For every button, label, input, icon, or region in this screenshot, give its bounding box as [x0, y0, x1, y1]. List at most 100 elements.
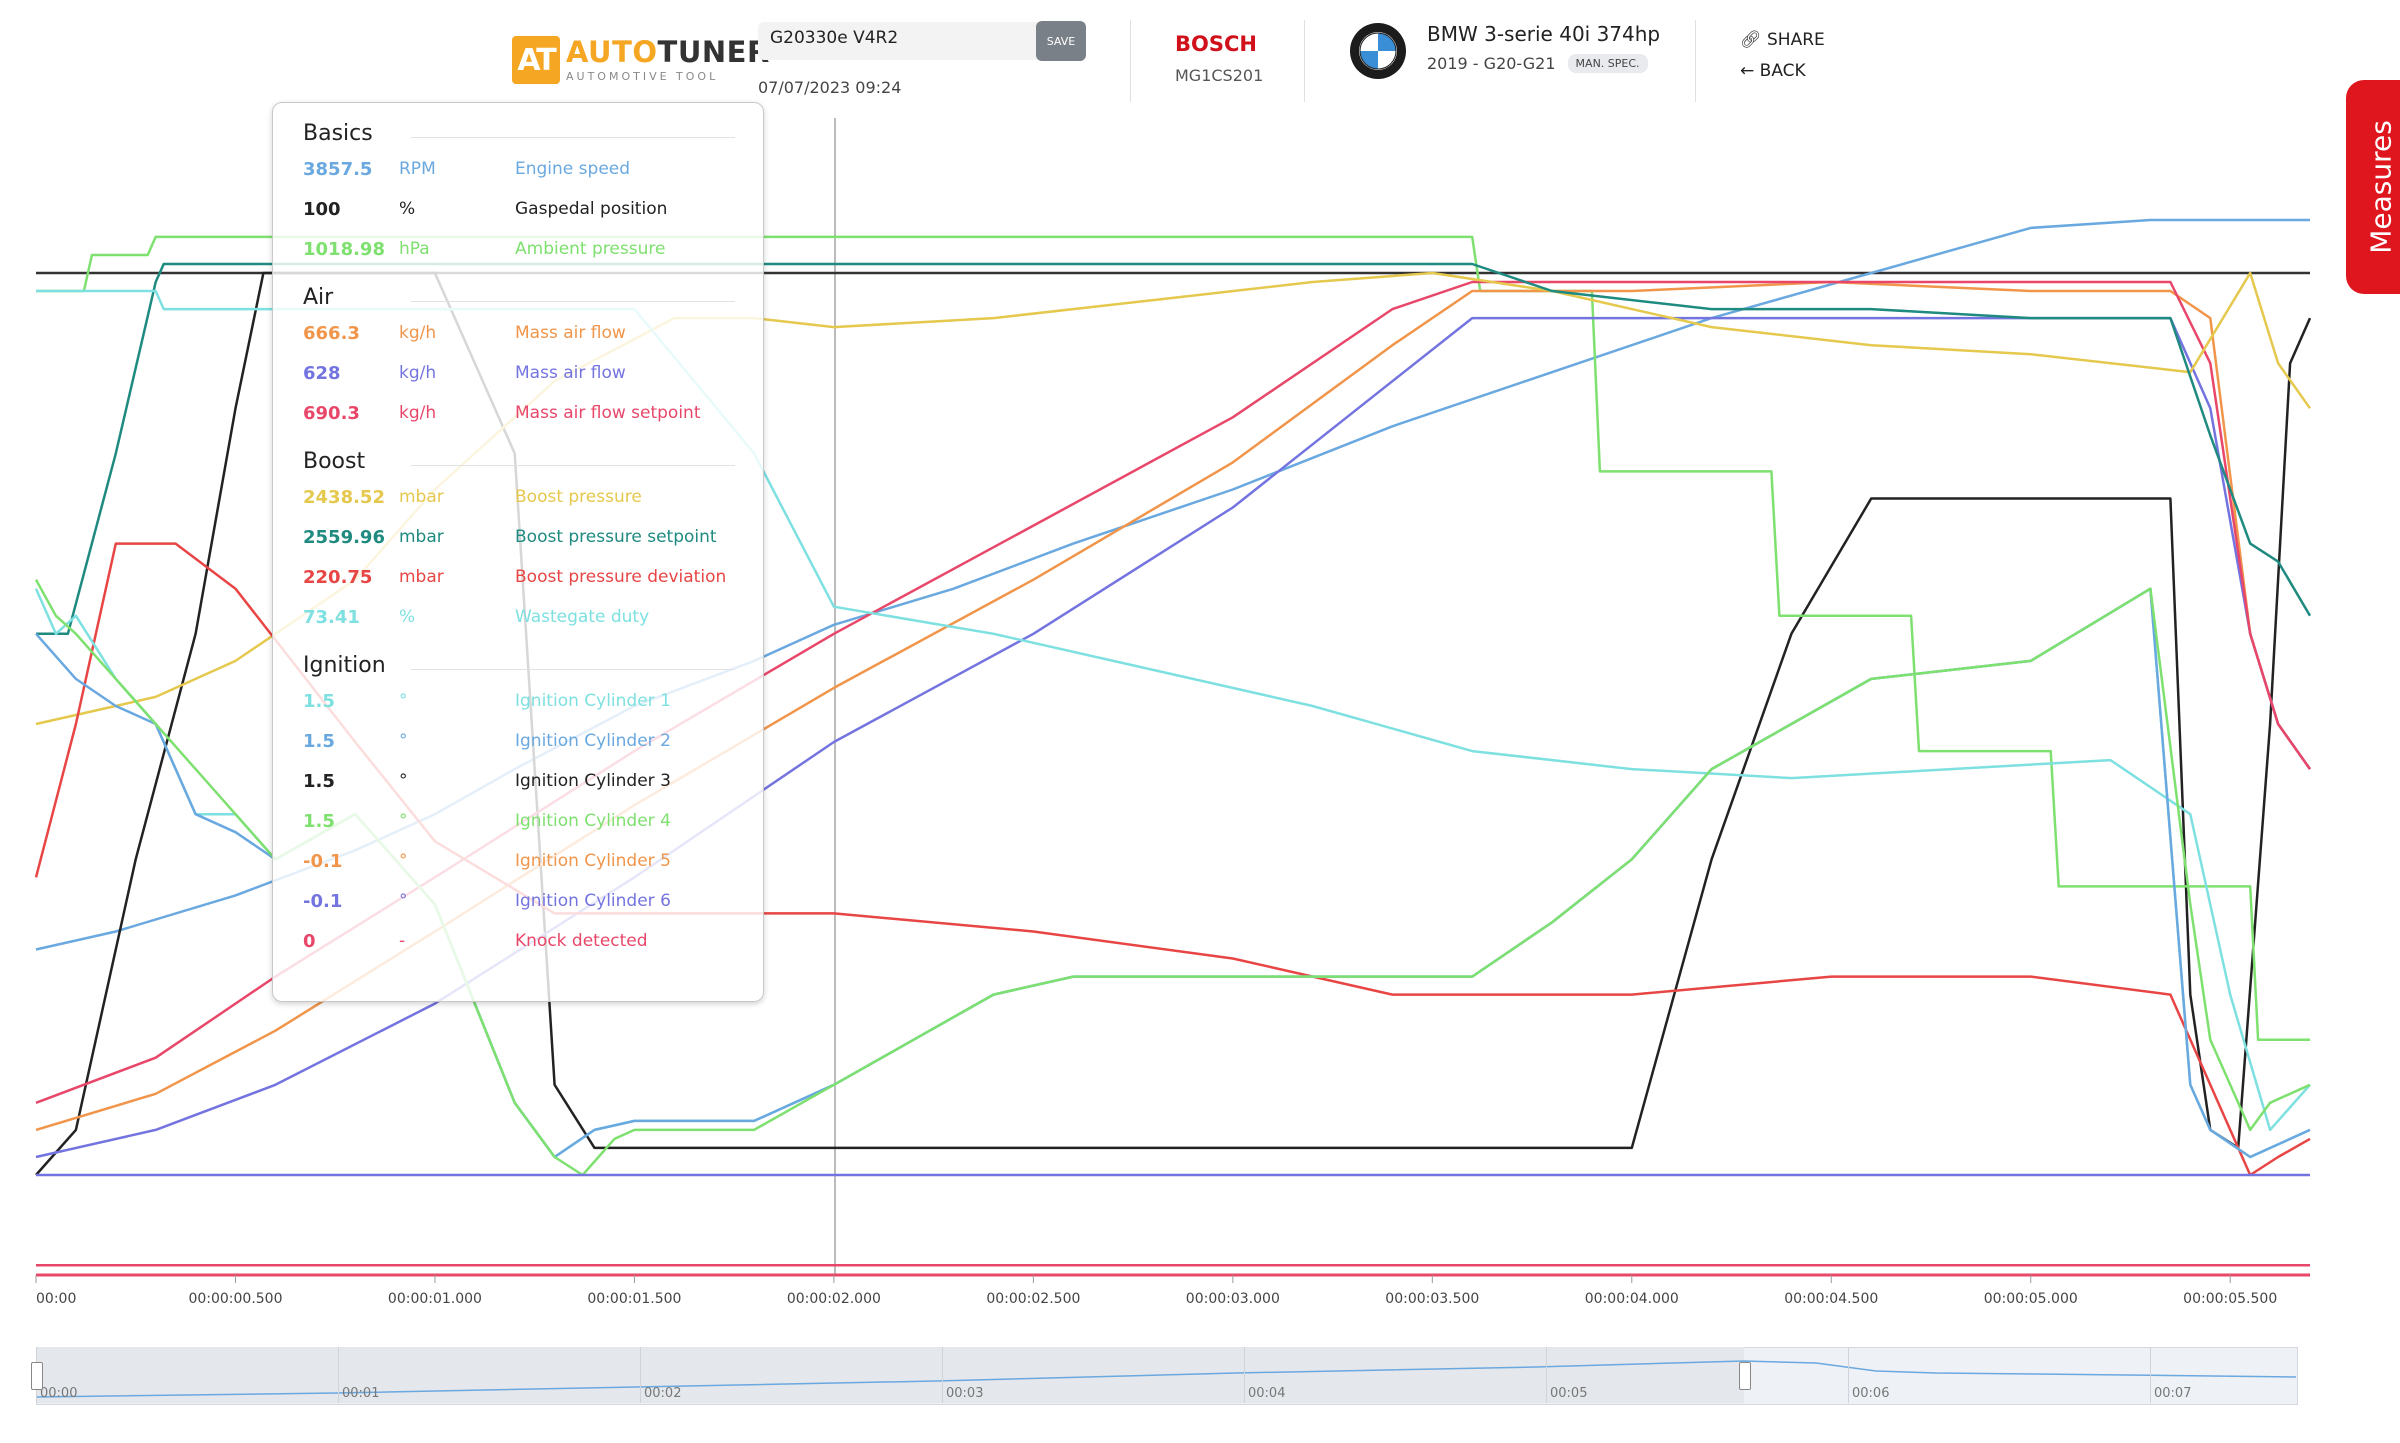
share-label: SHARE	[1767, 30, 1825, 50]
legend-group-title: Basics	[303, 121, 373, 146]
legend-value: 73.41	[303, 607, 360, 628]
legend-value: 1.5	[303, 691, 335, 712]
timeline-tick-label: 00:00	[40, 1386, 78, 1401]
legend-row[interactable]: 1018.98 hPa Ambient pressure	[303, 239, 743, 269]
save-button[interactable]: SAVE	[1036, 21, 1086, 61]
legend-unit: %	[399, 199, 416, 219]
legend-row[interactable]: -0.1 ° Ignition Cylinder 5	[303, 851, 743, 881]
legend-row[interactable]: 220.75 mbar Boost pressure deviation	[303, 567, 743, 597]
file-name-input[interactable]	[758, 22, 1084, 60]
legend-row[interactable]: 690.3 kg/h Mass air flow setpoint	[303, 403, 743, 433]
legend-value: 1.5	[303, 811, 335, 832]
timeline-tick	[1546, 1347, 1547, 1403]
timeline-trace	[36, 1360, 2296, 1398]
legend-unit: °	[399, 771, 408, 791]
legend-row[interactable]: 2438.52 mbar Boost pressure	[303, 487, 743, 517]
legend-name: Ignition Cylinder 2	[515, 731, 671, 751]
file-name-value[interactable]: G20330e V4R2	[770, 28, 899, 48]
x-axis-tick-label: 00:00:03.500	[1385, 1291, 1479, 1307]
timeline-tick-label: 00:04	[1248, 1386, 1286, 1401]
legend-name: Ignition Cylinder 6	[515, 891, 671, 911]
legend-name: Boost pressure	[515, 487, 642, 507]
legend-row[interactable]: 2559.96 mbar Boost pressure setpoint	[303, 527, 743, 557]
legend-unit: kg/h	[399, 363, 437, 383]
logo-brand: AUTOTUNER	[566, 35, 770, 69]
timeline-tick-label: 00:05	[1550, 1386, 1588, 1401]
timeline-tick	[1848, 1347, 1849, 1403]
legend-unit: °	[399, 851, 408, 871]
legend-value: 3857.5	[303, 159, 373, 180]
x-axis-tick-label: 00:00:01.500	[587, 1291, 681, 1307]
autotuner-logo[interactable]: AT AUTOTUNER AUTOMOTIVE TOOL	[512, 36, 770, 84]
legend-row[interactable]: -0.1 ° Ignition Cylinder 6	[303, 891, 743, 921]
x-axis-tick-label: 00:00:00.500	[188, 1291, 282, 1307]
measures-tab[interactable]: Measures	[2346, 80, 2400, 294]
link-icon: 🔗︎	[1740, 30, 1762, 50]
timeline-tick	[338, 1347, 339, 1403]
legend-name: Engine speed	[515, 159, 631, 179]
legend-unit: °	[399, 731, 408, 751]
timeline-start-handle[interactable]	[31, 1362, 43, 1390]
legend-name: Wastegate duty	[515, 607, 650, 627]
legend-unit: mbar	[399, 487, 444, 507]
legend-unit: °	[399, 691, 408, 711]
legend-name: Mass air flow setpoint	[515, 403, 701, 423]
x-axis-tick-label: 00:00:02.500	[986, 1291, 1080, 1307]
legend-group-title: Air	[303, 285, 334, 310]
vehicle-subtitle: 2019 - G20-G21 MAN. SPEC.	[1427, 54, 1648, 73]
legend-row[interactable]: 73.41% Wastegate duty	[303, 607, 743, 637]
legend-row[interactable]: 3857.5 RPM Engine speed	[303, 159, 743, 189]
legend-value: 100	[303, 199, 341, 220]
measures-label: Measures	[2364, 120, 2398, 254]
file-date: 07/07/2023 09:24	[758, 78, 902, 97]
header-divider	[1695, 20, 1696, 102]
timeline-tick-label: 00:06	[1852, 1386, 1890, 1401]
legend-row[interactable]: 100% Gaspedal position	[303, 199, 743, 229]
legend-row[interactable]: 1.5 ° Ignition Cylinder 2	[303, 731, 743, 761]
legend-name: Ambient pressure	[515, 239, 666, 259]
legend-value: 690.3	[303, 403, 360, 424]
legend-value: 666.3	[303, 323, 360, 344]
back-button[interactable]: ← BACK	[1740, 61, 1806, 81]
timeline-tick	[2150, 1347, 2151, 1403]
legend-unit: RPM	[399, 159, 436, 179]
timeline-tick-label: 00:02	[644, 1386, 682, 1401]
spec-badge: MAN. SPEC.	[1567, 54, 1648, 73]
logo-mark: AT	[512, 36, 560, 84]
legend-name: Mass air flow	[515, 323, 626, 343]
legend-unit: hPa	[399, 239, 430, 259]
legend-row[interactable]: 1.5 ° Ignition Cylinder 1	[303, 691, 743, 721]
bmw-logo-icon	[1350, 23, 1406, 79]
legend-unit: %	[399, 607, 416, 627]
timeline-tick	[942, 1347, 943, 1403]
measure-legend-panel: Basics 3857.5 RPM Engine speed 100% Gaspedal …	[272, 102, 764, 1002]
timeline-end-handle[interactable]	[1739, 1362, 1751, 1390]
legend-row[interactable]: 628 kg/h Mass air flow	[303, 363, 743, 393]
vehicle-generation: 2019 - G20-G21	[1427, 54, 1556, 73]
x-axis-tick-label: 00:00:04.500	[1784, 1291, 1878, 1307]
x-axis-tick-label: 00:00:02.000	[787, 1291, 881, 1307]
legend-name: Knock detected	[515, 931, 648, 951]
share-button[interactable]: 🔗︎ SHARE	[1740, 30, 1825, 50]
legend-unit: mbar	[399, 527, 444, 547]
legend-row[interactable]: 0 - Knock detected	[303, 931, 743, 961]
timeline-tick-label: 00:01	[342, 1386, 380, 1401]
x-axis-tick-label: 00:00:01.000	[388, 1291, 482, 1307]
header-divider	[1130, 20, 1131, 102]
x-axis-tick-label: 00:00:04.000	[1585, 1291, 1679, 1307]
series-line-12	[34, 579, 2311, 1177]
legend-row[interactable]: 666.3 kg/h Mass air flow	[303, 323, 743, 353]
legend-value: 1.5	[303, 731, 335, 752]
legend-row[interactable]: 1.5 ° Ignition Cylinder 3	[303, 771, 743, 801]
ecu-model: MG1CS201	[1175, 66, 1264, 85]
legend-group-title: Boost	[303, 449, 366, 474]
legend-name: Gaspedal position	[515, 199, 668, 219]
legend-row[interactable]: 1.5 ° Ignition Cylinder 4	[303, 811, 743, 841]
legend-value: 220.75	[303, 567, 373, 588]
legend-value: 2438.52	[303, 487, 385, 508]
legend-group-divider	[411, 301, 735, 302]
legend-value: 0	[303, 931, 316, 952]
legend-name: Ignition Cylinder 3	[515, 771, 671, 791]
timeline-tick-label: 00:07	[2154, 1386, 2192, 1401]
timeline-tick-label: 00:03	[946, 1386, 984, 1401]
